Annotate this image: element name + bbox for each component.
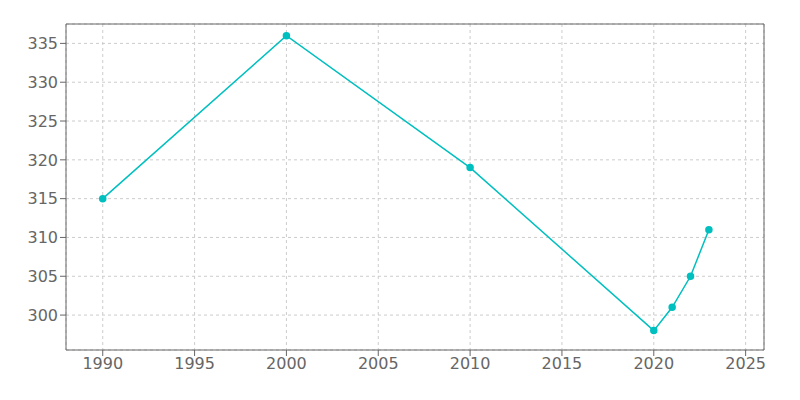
- svg-text:2020: 2020: [633, 354, 674, 373]
- svg-text:330: 330: [27, 73, 58, 92]
- svg-text:2005: 2005: [358, 354, 399, 373]
- svg-text:300: 300: [27, 306, 58, 325]
- svg-text:320: 320: [27, 151, 58, 170]
- svg-text:310: 310: [27, 228, 58, 247]
- svg-text:325: 325: [27, 112, 58, 131]
- svg-text:2010: 2010: [450, 354, 491, 373]
- svg-text:335: 335: [27, 34, 58, 53]
- svg-text:2015: 2015: [542, 354, 583, 373]
- svg-text:315: 315: [27, 189, 58, 208]
- svg-text:305: 305: [27, 267, 58, 286]
- svg-text:2000: 2000: [266, 354, 307, 373]
- svg-text:2025: 2025: [725, 354, 766, 373]
- svg-text:1995: 1995: [174, 354, 215, 373]
- svg-text:1990: 1990: [82, 354, 123, 373]
